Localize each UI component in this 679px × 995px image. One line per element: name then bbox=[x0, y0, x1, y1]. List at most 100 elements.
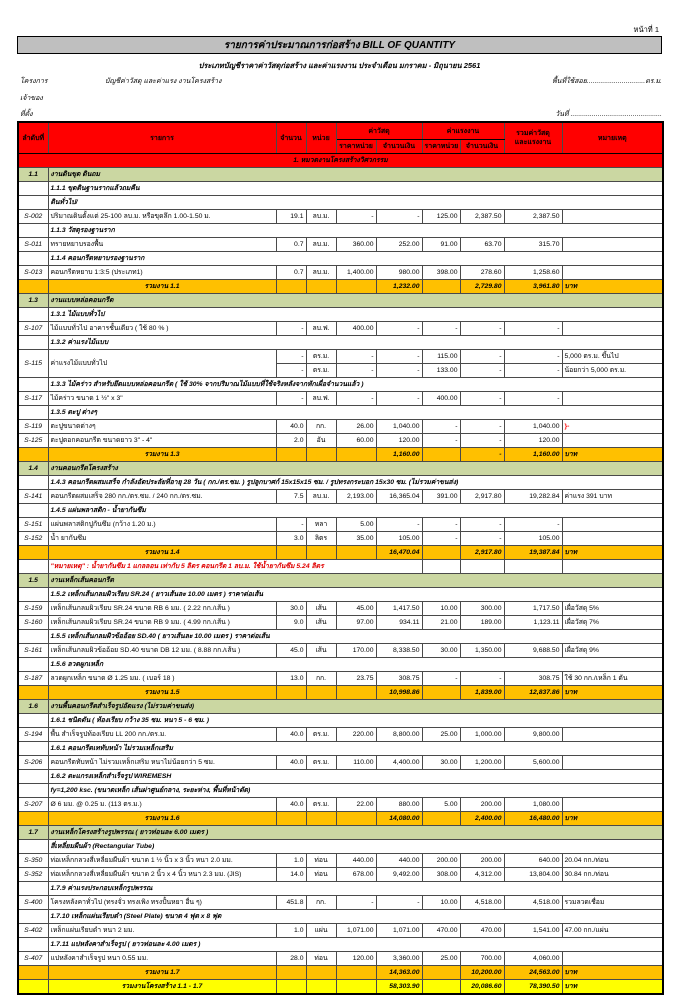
labor-amount-cell: - bbox=[459, 321, 505, 336]
no-cell bbox=[17, 181, 49, 196]
material-amount-cell: 14,080.00 bbox=[375, 811, 423, 826]
no-cell bbox=[17, 475, 49, 490]
material-amount-cell: 14,363.00 bbox=[375, 965, 423, 980]
material-amount-cell: 440.00 bbox=[375, 853, 423, 868]
total-amount-cell: 12,837.86 bbox=[503, 685, 563, 700]
quantity-cell: 19.1 bbox=[275, 209, 307, 224]
labor-unit-price-cell: 400.00 bbox=[421, 391, 461, 406]
no-cell bbox=[17, 657, 49, 672]
material-amount-cell: - bbox=[375, 209, 423, 224]
remark-cell bbox=[561, 209, 664, 224]
labor-unit-price-cell: 398.00 bbox=[421, 265, 461, 280]
quantity-cell: 40.0 bbox=[275, 419, 307, 434]
labor-amount-cell: 63.70 bbox=[459, 237, 505, 252]
labor-amount-cell: 700.00 bbox=[459, 951, 505, 966]
total-amount-cell bbox=[503, 559, 563, 574]
subsection-row: 1.3.1 ไม้แบบทั่วไป bbox=[17, 307, 664, 322]
quantity-cell: 9.0 bbox=[275, 615, 307, 630]
item-code-cell: S-187 bbox=[17, 671, 49, 686]
unit-cell: หลา bbox=[305, 517, 337, 532]
subsection-title-cell: 1.6.1 ชนิดตัน ( ท้องเรียบ กว้าง 35 ซม. ห… bbox=[47, 713, 664, 728]
item-description-cell: คอนกรีตทับหน้า ไม่รวมเหล็กเสริม หนาไม่น้… bbox=[47, 755, 277, 770]
labor-amount-cell: 200.00 bbox=[459, 797, 505, 812]
material-amount-cell: 120.00 bbox=[375, 433, 423, 448]
material-unit-price-cell: 120.00 bbox=[335, 951, 377, 966]
date-label: วันที่ bbox=[555, 111, 569, 118]
currency-cell: บาท bbox=[561, 279, 664, 294]
item-code-cell: S-002 bbox=[17, 209, 49, 224]
labor-amount-cell: - bbox=[459, 349, 505, 364]
quantity-cell: 2.0 bbox=[275, 433, 307, 448]
labor-unit-price-cell: 5.00 bbox=[421, 797, 461, 812]
subsection-row: 1.1.3 วัสดุรองฐานราก bbox=[17, 223, 664, 238]
unit-cell bbox=[305, 545, 337, 560]
subsection-row: 1.5.6 ลวดผูกเหล็ก bbox=[17, 657, 664, 672]
total-row: รวมงาน 1.5 10,998.86 1,839.00 12,837.86 บาท bbox=[17, 685, 664, 700]
quantity-cell: 1.0 bbox=[275, 853, 307, 868]
labor-amount-cell: - bbox=[459, 363, 505, 378]
item-row: S-206 คอนกรีตทับหน้า ไม่รวมเหล็กเสริม หนา… bbox=[17, 755, 664, 770]
labor-amount-cell: 2,387.50 bbox=[459, 209, 505, 224]
item-code-cell: S-107 bbox=[17, 321, 49, 336]
material-amount-cell: - bbox=[375, 517, 423, 532]
labor-unit-price-cell bbox=[421, 559, 461, 574]
labor-unit-price-cell: 308.00 bbox=[421, 867, 461, 882]
item-description-cell: เหล็กแผ่นเรียบดำ หนา 2 มม. bbox=[47, 923, 277, 938]
material-unit-price-cell: 678.00 bbox=[335, 867, 377, 882]
no-cell bbox=[17, 195, 49, 210]
grand-total-row: รวมงานโครงสร้าง 1.1 - 1.7 58,303.90 20,086… bbox=[17, 979, 664, 995]
quantity-cell bbox=[275, 965, 307, 980]
material-amount-cell: 1,040.00 bbox=[375, 419, 423, 434]
remark-cell bbox=[561, 237, 664, 252]
item-row: S-151 แผ่นพลาสติกปูกันซึม (กว้าง 1.20 ม.)… bbox=[17, 517, 664, 532]
subsection-title-cell: 1.3.3 ไม้คร่าว สำหรับยึดแบบหล่อคอนกรีต (… bbox=[47, 377, 664, 392]
no-cell bbox=[17, 979, 49, 995]
item-row: S-119 ตะปูขนาดต่างๆ 40.0 กก. 26.00 1,040.00- -… bbox=[17, 419, 664, 434]
material-amount-cell: - bbox=[375, 391, 423, 406]
subsection-row: 1.3.3 ไม้คร่าว สำหรับยึดแบบหล่อคอนกรีต (… bbox=[17, 377, 664, 392]
subsection-title-cell: 1.1.3 วัสดุรองฐานราก bbox=[47, 223, 664, 238]
subsection-title-cell: 1.5.6 ลวดผูกเหล็ก bbox=[47, 657, 664, 672]
labor-amount-cell: 4,312.00 bbox=[459, 867, 505, 882]
unit-cell: ลบ.ฟ. bbox=[305, 391, 337, 406]
labor-unit-price-cell: 10.00 bbox=[421, 601, 461, 616]
labor-amount-cell: 10,200.00 bbox=[459, 965, 505, 980]
header-remark: หมายเหตุ bbox=[561, 121, 664, 154]
subsection-row: 1.6.1 คอนกรีตเททับหน้า ไม่รวมเหล็กเสริม bbox=[17, 741, 664, 756]
subsection-row: 1.4.3 คอนกรีตผสมเสร็จ กำลังอัดประลัยที่อ… bbox=[17, 475, 664, 490]
item-row: S-115 ค่าแรงไม้แบบทั่วไป - ตร.ม. - -115.00- -5… bbox=[17, 349, 664, 378]
subsection-title-cell: สี่เหลี่ยมผืนผ้า (Rectangular Tube) bbox=[47, 839, 664, 854]
material-unit-price-cell: - bbox=[335, 895, 377, 910]
material-amount-cell: 880.00 bbox=[375, 797, 423, 812]
currency-cell: บาท bbox=[561, 979, 664, 995]
subsection-row: 1.7.11 แปหลังคาสำเร็จรูป ( ยาวท่อนละ 4.0… bbox=[17, 937, 664, 952]
remark-cell: รวมลวดเชื่อม bbox=[561, 895, 664, 910]
quantity-cell: 28.0 bbox=[275, 951, 307, 966]
no-cell bbox=[17, 335, 49, 350]
labor-unit-price-cell: 115.00 bbox=[421, 349, 461, 364]
section-title-cell: งานเหล็กโครงสร้างรูปพรรณ ( ยาวท่อนละ 6.0… bbox=[47, 825, 664, 840]
unit-cell: ตร.ม. bbox=[305, 349, 337, 364]
total-amount-cell: 9,688.50 bbox=[503, 643, 563, 658]
remark-cell: เผื่อวัสดุ 7% bbox=[561, 615, 664, 630]
material-unit-price-cell: 22.00 bbox=[335, 797, 377, 812]
labor-unit-price-cell: - bbox=[421, 433, 461, 448]
total-label-cell: รวมงาน 1.4 bbox=[47, 545, 277, 560]
no-cell bbox=[17, 937, 49, 952]
labor-unit-price-cell: 200.00 bbox=[421, 853, 461, 868]
material-unit-price-cell: 2,193.00 bbox=[335, 489, 377, 504]
header-labor-amount: จำนวนเงิน bbox=[459, 139, 505, 154]
labor-unit-price-cell: 21.00 bbox=[421, 615, 461, 630]
remark-cell bbox=[561, 797, 664, 812]
item-row: S-407 แปหลังคาสำเร็จรูป หนา 0.55 มม. 28.0 ท… bbox=[17, 951, 664, 966]
material-unit-price-cell: 360.00 bbox=[335, 237, 377, 252]
total-amount-cell: - bbox=[503, 363, 563, 378]
floor-area-label: พื้นที่ใช้สอย bbox=[552, 78, 587, 85]
unit-cell: ตร.ม. bbox=[305, 755, 337, 770]
labor-amount-cell: 2,729.80 bbox=[459, 279, 505, 294]
material-unit-price-cell: - bbox=[335, 363, 377, 378]
total-amount-cell: 308.75 bbox=[503, 671, 563, 686]
remark-cell: น้อยกว่า 5,000 ตร.ม. bbox=[561, 363, 664, 378]
currency-cell: บาท bbox=[561, 811, 664, 826]
section-title-cell: งานแบบหล่อคอนกรีต bbox=[47, 293, 664, 308]
